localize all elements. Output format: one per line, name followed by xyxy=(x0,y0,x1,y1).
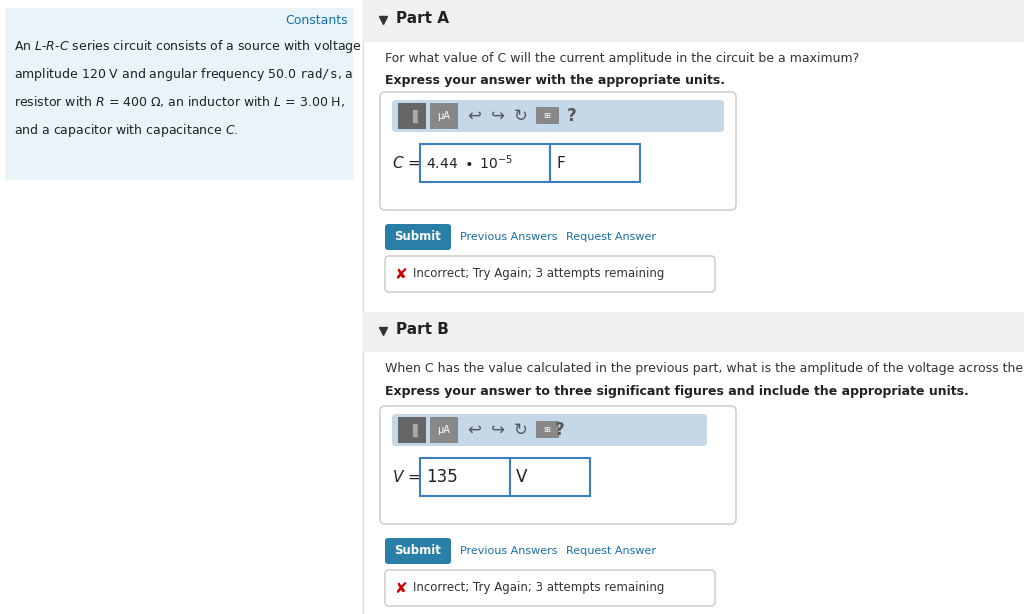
FancyBboxPatch shape xyxy=(362,312,1024,352)
Text: Express your answer to three significant figures and include the appropriate uni: Express your answer to three significant… xyxy=(385,385,969,398)
Text: When C has the value calculated in the previous part, what is the amplitude of t: When C has the value calculated in the p… xyxy=(385,362,1024,375)
FancyBboxPatch shape xyxy=(392,100,724,132)
FancyBboxPatch shape xyxy=(398,103,426,129)
Text: ⊞: ⊞ xyxy=(544,111,551,120)
Text: ▐: ▐ xyxy=(408,109,417,123)
Text: Request Answer: Request Answer xyxy=(566,546,656,556)
Text: Part A: Part A xyxy=(396,11,449,26)
FancyBboxPatch shape xyxy=(380,406,736,524)
Text: $V$ =: $V$ = xyxy=(392,469,421,485)
Text: Previous Answers: Previous Answers xyxy=(460,232,557,242)
FancyBboxPatch shape xyxy=(385,256,715,292)
Text: ✘: ✘ xyxy=(393,580,407,596)
Text: Express your answer with the appropriate units.: Express your answer with the appropriate… xyxy=(385,74,725,87)
FancyBboxPatch shape xyxy=(430,103,458,129)
Text: $C$ =: $C$ = xyxy=(392,155,421,171)
FancyBboxPatch shape xyxy=(550,144,640,182)
Text: For what value of C will the current amplitude in the circuit be a maximum?: For what value of C will the current amp… xyxy=(385,52,859,65)
Text: and a capacitor with capacitance $C$.: and a capacitor with capacitance $C$. xyxy=(14,122,239,139)
FancyBboxPatch shape xyxy=(380,92,736,210)
Text: ✘: ✘ xyxy=(393,266,407,281)
Text: F: F xyxy=(556,155,565,171)
Text: Previous Answers: Previous Answers xyxy=(460,546,557,556)
FancyBboxPatch shape xyxy=(392,414,707,446)
FancyBboxPatch shape xyxy=(385,538,451,564)
FancyBboxPatch shape xyxy=(385,570,715,606)
Text: μA: μA xyxy=(437,425,451,435)
Text: ▐: ▐ xyxy=(408,424,417,437)
Text: An $\mathit{L}$-$\mathit{R}$-$\mathit{C}$ series circuit consists of a source wi: An $\mathit{L}$-$\mathit{R}$-$\mathit{C}… xyxy=(14,38,361,55)
FancyBboxPatch shape xyxy=(420,458,510,496)
Text: Submit: Submit xyxy=(394,230,441,244)
Text: V: V xyxy=(516,468,527,486)
Text: Constants: Constants xyxy=(286,14,348,27)
Text: $4.44\ \bullet\ 10^{-5}$: $4.44\ \bullet\ 10^{-5}$ xyxy=(426,154,513,173)
Text: amplitude 120 $\mathrm{V}$ and angular frequency 50.0 $\mathtt{rad/s}$, a: amplitude 120 $\mathrm{V}$ and angular f… xyxy=(14,66,353,83)
Text: ↩: ↩ xyxy=(467,421,481,439)
FancyBboxPatch shape xyxy=(398,417,426,443)
FancyBboxPatch shape xyxy=(510,458,590,496)
FancyBboxPatch shape xyxy=(536,107,558,123)
Text: ↻: ↻ xyxy=(514,421,528,439)
Text: ?: ? xyxy=(567,107,577,125)
FancyBboxPatch shape xyxy=(5,8,353,180)
Text: resistor with $R$ = 400 $\Omega$, an inductor with $L$ = 3.00 $\mathrm{H}$,: resistor with $R$ = 400 $\Omega$, an ind… xyxy=(14,94,345,109)
Text: ?: ? xyxy=(555,421,565,439)
FancyBboxPatch shape xyxy=(362,0,1024,42)
FancyBboxPatch shape xyxy=(430,417,458,443)
FancyBboxPatch shape xyxy=(536,421,558,437)
FancyBboxPatch shape xyxy=(420,144,550,182)
Text: ↪: ↪ xyxy=(492,421,505,439)
Text: Request Answer: Request Answer xyxy=(566,232,656,242)
Text: μA: μA xyxy=(437,111,451,121)
Text: Incorrect; Try Again; 3 attempts remaining: Incorrect; Try Again; 3 attempts remaini… xyxy=(413,581,665,594)
Text: Submit: Submit xyxy=(394,545,441,558)
Text: ↪: ↪ xyxy=(492,107,505,125)
Text: ↩: ↩ xyxy=(467,107,481,125)
Text: ↻: ↻ xyxy=(514,107,528,125)
Text: 135: 135 xyxy=(426,468,458,486)
FancyBboxPatch shape xyxy=(385,224,451,250)
Text: Incorrect; Try Again; 3 attempts remaining: Incorrect; Try Again; 3 attempts remaini… xyxy=(413,268,665,281)
Text: Part B: Part B xyxy=(396,322,449,337)
Text: ⊞: ⊞ xyxy=(544,424,551,433)
